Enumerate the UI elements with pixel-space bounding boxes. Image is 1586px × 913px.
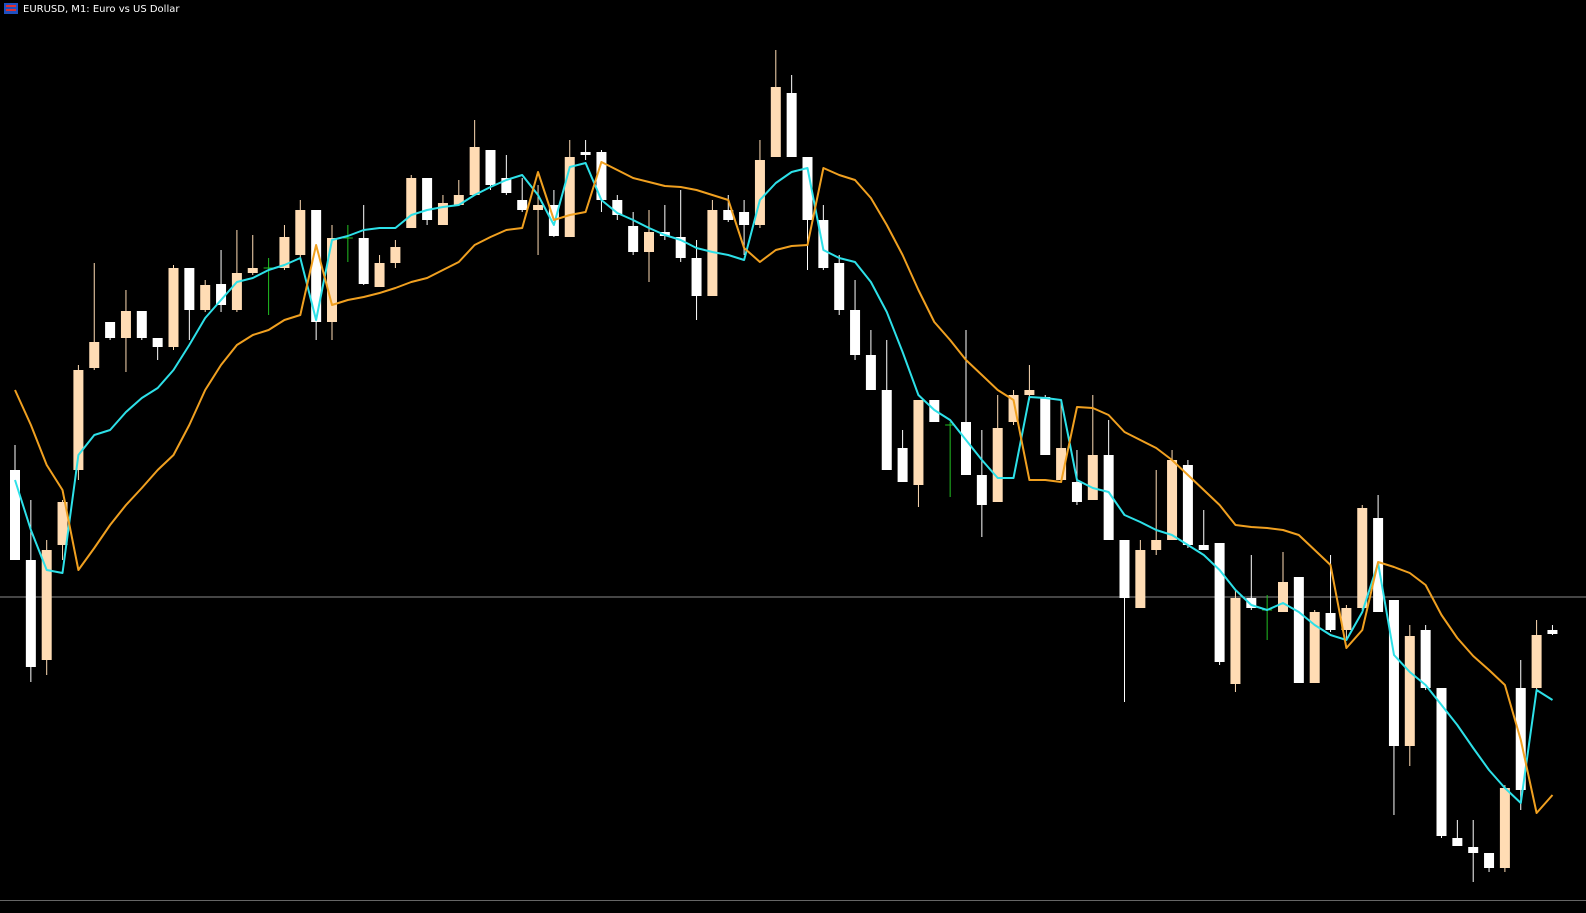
candle-body — [184, 268, 195, 310]
candle-body — [1214, 543, 1225, 662]
candle-body — [168, 268, 179, 347]
candle-body — [675, 237, 686, 258]
candle-body — [374, 263, 385, 287]
candle-body — [1468, 847, 1479, 853]
candle-body — [311, 210, 322, 322]
candle-body — [1499, 788, 1510, 868]
candle-body — [73, 370, 84, 470]
candle-body — [469, 147, 480, 195]
candle-body — [1246, 598, 1257, 608]
candle-body — [1404, 636, 1415, 746]
candle-body — [612, 200, 623, 215]
candle-body — [834, 263, 845, 310]
candle-body — [295, 210, 306, 255]
candle-body — [1119, 540, 1130, 598]
candle-body — [1071, 482, 1082, 502]
candle-body — [57, 502, 68, 545]
candle-body — [216, 284, 227, 305]
candle-body — [881, 390, 892, 470]
candle-body — [200, 285, 211, 310]
candle-body — [1182, 465, 1193, 545]
candle-body — [1167, 460, 1178, 540]
candle-body — [501, 178, 512, 193]
candle-body — [1341, 608, 1352, 630]
candle-body — [1484, 853, 1495, 868]
candle-body — [770, 87, 781, 157]
candle-body — [1309, 612, 1320, 683]
candle-body — [1325, 613, 1336, 630]
candle-body — [802, 157, 813, 220]
candle-body — [533, 205, 544, 210]
candle-body — [897, 448, 908, 482]
icon-bar — [6, 9, 16, 11]
icon-bar — [6, 5, 16, 7]
candle-body — [1278, 582, 1288, 612]
candle-body — [961, 422, 971, 475]
candle-body — [1024, 390, 1035, 395]
moving-average-line — [14, 161, 1554, 814]
candle-body — [723, 210, 734, 220]
candle-body — [1198, 545, 1209, 550]
icon-frame — [4, 3, 18, 14]
candle-body — [327, 238, 337, 322]
candle-body — [231, 273, 242, 310]
candle-body — [992, 428, 1003, 502]
candle-body — [437, 203, 448, 225]
candle-body — [786, 93, 797, 157]
candle-body — [913, 400, 924, 485]
candle-body — [644, 232, 654, 252]
candle-body — [1087, 455, 1098, 500]
candle-body — [152, 338, 163, 347]
candle-body — [976, 475, 987, 505]
chart-title: EURUSD, M1: Euro vs US Dollar — [23, 4, 180, 15]
candle-body — [247, 268, 258, 273]
candle-body — [1452, 838, 1463, 846]
candle-body — [865, 355, 876, 390]
candle-body — [41, 550, 52, 660]
candle-body — [485, 150, 496, 185]
candle-body — [580, 152, 591, 155]
candle-body — [136, 311, 147, 338]
candle-body — [1293, 577, 1304, 683]
candle-body — [89, 342, 100, 368]
candle-body — [1547, 630, 1558, 634]
candle-body — [1008, 395, 1019, 422]
candle-body — [596, 152, 607, 200]
moving-average-line — [14, 162, 1554, 804]
candle-body — [564, 157, 575, 237]
candle-body — [818, 220, 829, 268]
candle-body — [1230, 598, 1241, 684]
candle-body — [279, 237, 290, 268]
candle-body — [1388, 600, 1399, 746]
candle-body — [850, 310, 861, 355]
candle-body — [453, 195, 464, 205]
candle-body — [1151, 540, 1162, 550]
candle-body — [1357, 508, 1368, 608]
candle-body — [390, 247, 401, 263]
candle-body — [1056, 448, 1067, 480]
candle-body — [1531, 635, 1542, 688]
candle-body — [517, 200, 528, 210]
candle-body — [691, 258, 702, 296]
candle-body — [1436, 688, 1447, 836]
candle-body — [1040, 397, 1051, 455]
candle-body — [739, 212, 750, 225]
symbol-icon — [4, 3, 18, 14]
candle-body — [1103, 455, 1114, 540]
candle-body — [25, 560, 36, 667]
candle-body — [105, 322, 116, 338]
candle-body — [1420, 630, 1431, 688]
candle-body — [1135, 550, 1146, 608]
candle-body — [406, 178, 417, 228]
candle-body — [358, 238, 369, 284]
candle-body — [120, 311, 131, 338]
candle-body — [10, 470, 20, 560]
candle-body — [422, 178, 433, 220]
candle-body — [754, 160, 765, 225]
candle-body — [628, 226, 639, 252]
